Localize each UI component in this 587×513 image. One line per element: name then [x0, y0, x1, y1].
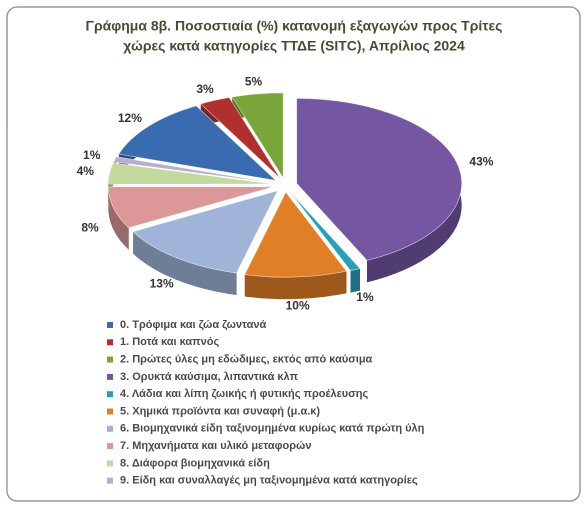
slice-face: [200, 97, 281, 179]
legend-swatch: [107, 339, 113, 346]
data-label: 1%: [83, 148, 101, 162]
legend-label: 6. Βιομηχανικά είδη ταξινομημένα κυρίως …: [120, 423, 425, 435]
legend-swatch: [107, 425, 113, 432]
data-label: 13%: [150, 277, 174, 291]
slice-face: [132, 190, 279, 274]
slice-face: [296, 98, 463, 261]
slice-side: [350, 268, 361, 293]
slice-face: [231, 92, 284, 180]
legend-swatch: [107, 322, 113, 328]
legend-label: 9. Είδη και συναλλαγές μη ταξινομημένα κ…: [120, 475, 418, 487]
data-label: 5%: [245, 75, 263, 89]
legend-label: 8. Διάφορα βιομηχανικά είδη: [120, 457, 270, 469]
legend-swatch: [107, 356, 113, 363]
slice-face: [118, 105, 277, 181]
slice: [132, 190, 279, 296]
slice: [118, 105, 277, 181]
data-label: 12%: [118, 111, 142, 125]
legend-swatch: [107, 460, 113, 467]
data-label: 10%: [286, 298, 310, 312]
slice-face: [289, 191, 361, 272]
slice: [108, 186, 274, 250]
legend-label: 5. Χημικά προϊόντα και συναφή (μ.α.κ): [120, 405, 320, 417]
legend-label: 7. Μηχανήματα και υλικό μεταφορών: [120, 440, 311, 452]
slice: [231, 92, 284, 180]
legend-swatch: [107, 408, 113, 415]
slice-face: [107, 162, 274, 185]
legend-swatch: [107, 443, 113, 450]
slice-face: [108, 186, 274, 229]
legend-swatch: [107, 477, 113, 484]
slice-side: [133, 231, 237, 296]
legend-label: 0. Τρόφιμα και ζώα ζωντανά: [120, 319, 266, 331]
slice-face: [244, 191, 348, 278]
data-label: 1%: [356, 290, 374, 304]
slice: [289, 191, 361, 293]
data-label: 3%: [196, 82, 214, 96]
slice-side: [244, 271, 347, 300]
legend-label: 1. Ποτά και καπνός: [120, 336, 219, 348]
legend-label: 2. Πρώτες ύλες μη εδώδιμες, εκτός από κα…: [120, 354, 373, 366]
slice: [296, 98, 463, 283]
legend-label: 3. Ορυκτά καύσιμα, λιπαντικά κλπ: [120, 371, 299, 383]
chart-title: χώρες κατά κατηγορίες ΤΤΔΕ (SITC), Απρίλ…: [123, 38, 465, 54]
legend-label: 4. Λάδια και λίπη ζωικής ή φυτικής προέλ…: [120, 388, 368, 400]
legend-swatch: [107, 373, 113, 380]
slice-face: [113, 156, 274, 184]
slice-side: [108, 186, 129, 250]
slice: [244, 191, 348, 300]
data-label: 43%: [469, 155, 493, 169]
chart-title: Γράφημα 8β. Ποσοστιαία (%) κατανομή εξαγ…: [86, 18, 503, 34]
data-label: 8%: [81, 221, 99, 235]
data-label: 4%: [77, 164, 95, 178]
legend-swatch: [107, 391, 113, 398]
